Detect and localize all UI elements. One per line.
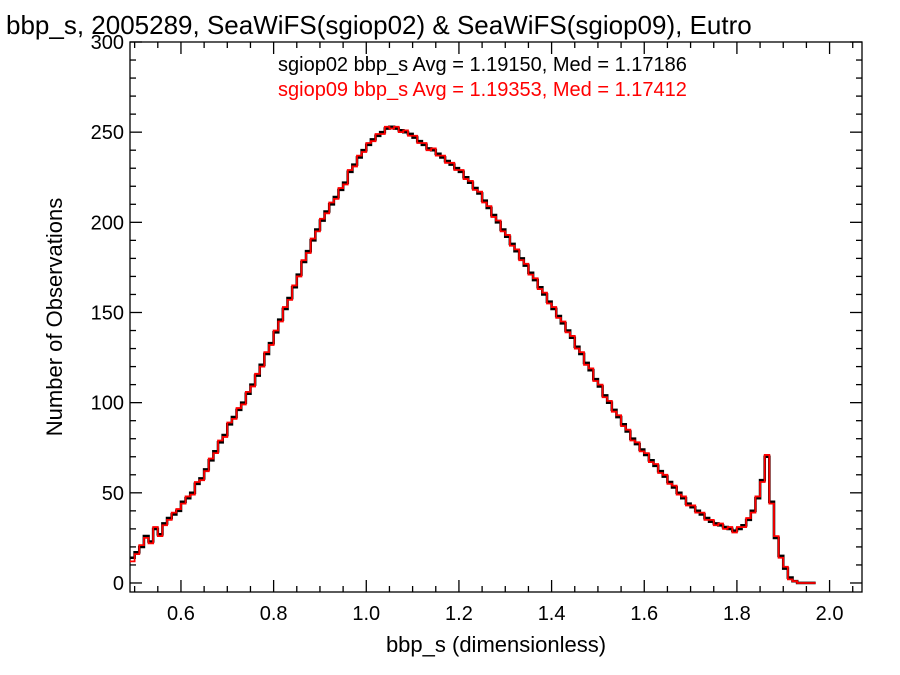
y-tick-label: 250 <box>91 122 124 144</box>
y-tick-label: 100 <box>91 393 124 415</box>
x-tick-label: 1.8 <box>723 603 751 625</box>
x-tick-label: 1.6 <box>630 603 658 625</box>
y-tick-label: 200 <box>91 212 124 234</box>
histogram-series <box>130 125 816 585</box>
y-axis: 0 50 100 150 200 250 300 <box>91 32 862 595</box>
x-tick-label: 1.4 <box>538 603 566 625</box>
x-axis: 0.6 0.8 1.0 1.2 1.4 1.6 1.8 2.0 <box>133 42 854 625</box>
x-tick-label: 0.8 <box>260 603 288 625</box>
y-tick-label: 150 <box>91 302 124 324</box>
y-tick-label: 300 <box>91 32 124 54</box>
x-axis-label: bbp_s (dimensionless) <box>386 632 606 657</box>
x-tick-label: 1.2 <box>445 603 473 625</box>
x-tick-label: 0.6 <box>167 603 195 625</box>
chart-title: bbp_s, 2005289, SeaWiFS(sgiop02) & SeaWi… <box>6 10 752 40</box>
annotation-sgiop09: sgiop09 bbp_s Avg = 1.19353, Med = 1.174… <box>278 79 687 101</box>
x-tick-label: 2.0 <box>816 603 844 625</box>
x-tick-label: 1.0 <box>352 603 380 625</box>
y-tick-label: 50 <box>102 483 124 505</box>
series-sgiop02 <box>130 125 816 585</box>
annotation-sgiop02: sgiop02 bbp_s Avg = 1.19150, Med = 1.171… <box>278 54 687 76</box>
series-sgiop09 <box>130 125 816 584</box>
y-tick-label: 0 <box>113 573 124 595</box>
y-axis-label: Number of Observations <box>42 198 67 436</box>
plot-frame <box>129 41 863 593</box>
